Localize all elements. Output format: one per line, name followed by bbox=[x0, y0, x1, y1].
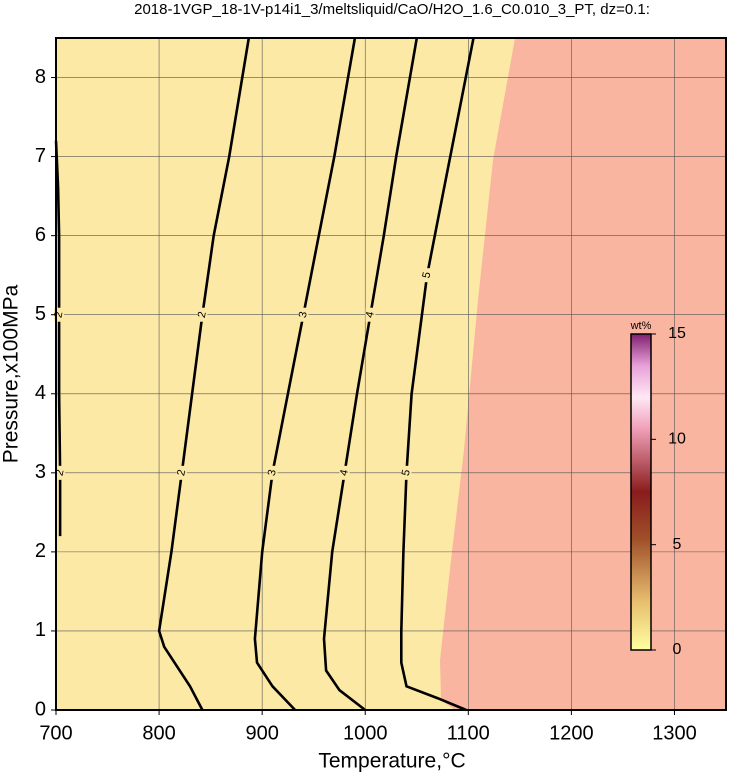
x-tick-label: 1200 bbox=[549, 722, 594, 744]
contour-label-bg bbox=[55, 465, 66, 480]
y-tick-label: 8 bbox=[35, 66, 46, 88]
y-tick-label: 1 bbox=[35, 619, 46, 641]
contour-label: 3 bbox=[297, 310, 310, 318]
y-axis-label: Pressure,x100MPa bbox=[0, 284, 23, 463]
contour-label: 5 bbox=[400, 469, 413, 477]
x-tick-label: 1100 bbox=[447, 722, 490, 744]
plot-frame bbox=[55, 37, 727, 711]
x-axis-label: Temperature,°C bbox=[318, 750, 465, 773]
colorbar-tick-label: 5 bbox=[673, 536, 682, 553]
contour-label: 2 bbox=[54, 469, 67, 477]
contour-label-bg bbox=[176, 465, 187, 480]
chart-title: 2018-1VGP_18-1V-p14i1_3/meltsliquid/CaO/… bbox=[134, 1, 650, 18]
colorbar bbox=[630, 333, 652, 651]
y-tick-label: 4 bbox=[35, 382, 46, 404]
y-tick-label: 2 bbox=[35, 540, 46, 562]
contour-label: 2 bbox=[196, 310, 209, 318]
x-tick-label: 1300 bbox=[652, 722, 697, 744]
contour-label-bg bbox=[365, 307, 376, 322]
y-tick-label: 0 bbox=[35, 698, 46, 720]
x-tick-label: 1000 bbox=[343, 722, 388, 744]
contour-label-bg bbox=[298, 307, 309, 322]
contour-label: 5 bbox=[420, 271, 433, 279]
colorbar-tick-label: 0 bbox=[673, 641, 682, 658]
colorbar-label: wt% bbox=[630, 320, 652, 332]
y-tick-label: 5 bbox=[35, 303, 46, 325]
contour-label-bg bbox=[54, 307, 65, 322]
contour-label-bg bbox=[422, 268, 433, 283]
colorbar-tick-label: 15 bbox=[668, 325, 686, 342]
y-tick-label: 3 bbox=[35, 461, 46, 483]
contour-label: 4 bbox=[338, 469, 351, 477]
y-tick-label: 6 bbox=[35, 224, 46, 246]
y-tick-label: 7 bbox=[35, 145, 46, 167]
contour-label: 4 bbox=[364, 310, 377, 318]
contour-label: 2 bbox=[52, 310, 65, 318]
contour-label-bg bbox=[339, 465, 350, 480]
x-tick-label: 700 bbox=[39, 722, 72, 744]
x-tick-label: 900 bbox=[245, 722, 278, 744]
contour-label: 2 bbox=[175, 469, 188, 477]
x-tick-label: 800 bbox=[142, 722, 175, 744]
contour-label-bg bbox=[401, 465, 412, 480]
high-region bbox=[440, 38, 726, 710]
contour-label-bg bbox=[267, 465, 278, 480]
colorbar-tick-label: 10 bbox=[668, 431, 686, 448]
contour-label-bg bbox=[197, 307, 208, 322]
contour-label: 3 bbox=[266, 469, 279, 477]
